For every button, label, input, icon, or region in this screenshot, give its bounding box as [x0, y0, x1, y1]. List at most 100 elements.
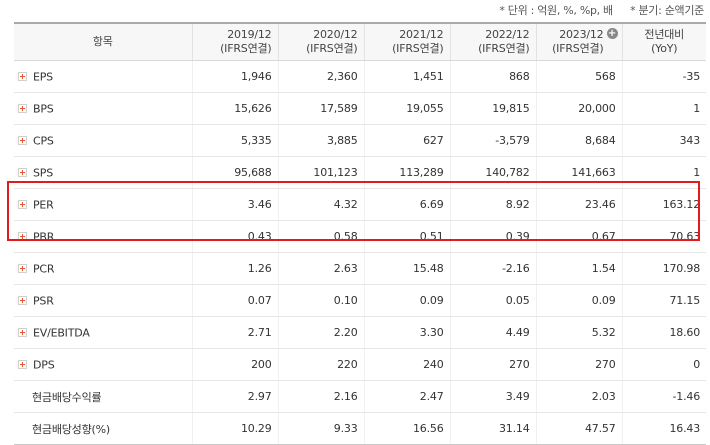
row-label-cell[interactable]: SPS	[14, 156, 192, 189]
yoy-label: 전년대비	[644, 28, 685, 41]
value-cell: 3.46	[191, 188, 278, 221]
table-row: DPS 200 220 240 270 270 0	[14, 348, 706, 381]
value-cell: 270	[449, 348, 536, 381]
table-row: EV/EBITDA 2.71 2.20 3.30 4.49 5.32 18.60	[14, 316, 706, 349]
yoy-cell: 71.15	[621, 284, 706, 317]
yoy-cell: 18.60	[621, 316, 706, 349]
year-column-header: 2020/12 (IFRS연결)	[277, 22, 364, 61]
value-cell: 568	[535, 60, 622, 93]
row-label: BPS	[33, 102, 54, 116]
expand-plus-icon[interactable]	[18, 232, 27, 242]
table-row: 현금배당성향(%) 10.29 9.33 16.56 31.14 47.57 16.43	[14, 412, 706, 445]
row-label: SPS	[33, 166, 53, 180]
table-row: PCR 1.26 2.63 15.48 -2.16 1.54 170.98	[14, 252, 706, 285]
row-label-cell[interactable]: PBR	[14, 220, 192, 253]
unit-note: * 단위 : 억원, %, %p, 배	[499, 4, 613, 17]
year-column-header: 2023/12 (IFRS연결) +	[535, 22, 622, 61]
row-label: PBR	[33, 230, 55, 244]
value-cell: 141,663	[535, 156, 622, 189]
value-cell: 2.20	[277, 316, 364, 349]
value-cell: 95,688	[191, 156, 278, 189]
value-cell: -3,579	[449, 124, 536, 157]
expand-plus-icon[interactable]	[18, 200, 27, 210]
yoy-column-header: 전년대비 (YoY)	[621, 22, 706, 61]
table-notes: * 단위 : 억원, %, %p, 배 * 분기: 순액기준	[485, 2, 704, 18]
row-label-cell[interactable]: DPS	[14, 348, 192, 381]
row-label-cell[interactable]: PSR	[14, 284, 192, 317]
yoy-cell: 163.12	[621, 188, 706, 221]
row-label-cell[interactable]: PCR	[14, 252, 192, 285]
value-cell: 0.67	[535, 220, 622, 253]
value-cell: 2.97	[191, 380, 278, 413]
table-row: PSR 0.07 0.10 0.09 0.05 0.09 71.15	[14, 284, 706, 317]
year-column-header: 2022/12 (IFRS연결)	[449, 22, 536, 61]
yoy-cell: -35	[621, 60, 706, 93]
value-cell: 8,684	[535, 124, 622, 157]
table-row: PER 3.46 4.32 6.69 8.92 23.46 163.12	[14, 188, 706, 221]
expand-plus-icon[interactable]	[18, 136, 27, 146]
yoy-cell: 16.43	[621, 412, 706, 445]
row-label-cell[interactable]: EV/EBITDA	[14, 316, 192, 349]
value-cell: 0.05	[449, 284, 536, 317]
expand-plus-icon[interactable]	[18, 72, 27, 82]
value-cell: 19,815	[449, 92, 536, 125]
value-cell: 1.26	[191, 252, 278, 285]
expand-plus-icon[interactable]	[18, 296, 27, 306]
row-label: 현금배당수익률	[32, 390, 102, 404]
value-cell: 19,055	[363, 92, 450, 125]
value-cell: 1,451	[363, 60, 450, 93]
value-cell: 9.33	[277, 412, 364, 445]
value-cell: 200	[191, 348, 278, 381]
plus-circle-icon[interactable]: +	[606, 28, 618, 39]
value-cell: 0.58	[277, 220, 364, 253]
row-label: EPS	[33, 70, 53, 84]
row-label: PER	[33, 198, 54, 212]
value-cell: 0.10	[277, 284, 364, 317]
value-cell: 0.39	[449, 220, 536, 253]
row-label-cell[interactable]: BPS	[14, 92, 192, 125]
value-cell: 270	[535, 348, 622, 381]
row-label-cell[interactable]: PER	[14, 188, 192, 221]
row-label: CPS	[33, 134, 54, 148]
table-row: BPS 15,626 17,589 19,055 19,815 20,000 1	[14, 92, 706, 125]
yoy-cell: 1	[621, 156, 706, 189]
expand-plus-icon[interactable]	[18, 168, 27, 178]
value-cell: 15.48	[363, 252, 450, 285]
value-cell: 2.03	[535, 380, 622, 413]
financial-ratio-table: 항목 2019/12 (IFRS연결) 2020/12 (IFRS연결) 202…	[14, 22, 706, 445]
year-label: 2020/12	[313, 28, 358, 41]
row-label-cell: 현금배당성향(%)	[14, 412, 192, 445]
basis-label: (IFRS연결)	[392, 42, 444, 55]
value-cell: 3,885	[277, 124, 364, 157]
table-row: PBR 0.43 0.58 0.51 0.39 0.67 70.63	[14, 220, 706, 253]
value-cell: 15,626	[191, 92, 278, 125]
expand-plus-icon[interactable]	[18, 264, 27, 274]
table-row: EPS 1,946 2,360 1,451 868 568 -35	[14, 60, 706, 93]
row-label: 현금배당성향(%)	[32, 422, 110, 436]
value-cell: 0.07	[191, 284, 278, 317]
row-label-cell[interactable]: CPS	[14, 124, 192, 157]
yoy-cell: 343	[621, 124, 706, 157]
value-cell: 1.54	[535, 252, 622, 285]
value-cell: 1,946	[191, 60, 278, 93]
value-cell: 4.32	[277, 188, 364, 221]
item-column-header: 항목	[14, 22, 192, 61]
yoy-cell: 1	[621, 92, 706, 125]
basis-label: (IFRS연결)	[478, 42, 530, 55]
value-cell: 6.69	[363, 188, 450, 221]
table-row: CPS 5,335 3,885 627 -3,579 8,684 343	[14, 124, 706, 157]
basis-label: (IFRS연결)	[220, 42, 272, 55]
value-cell: 240	[363, 348, 450, 381]
value-cell: 17,589	[277, 92, 364, 125]
value-cell: 140,782	[449, 156, 536, 189]
row-label-cell[interactable]: EPS	[14, 60, 192, 93]
value-cell: 868	[449, 60, 536, 93]
value-cell: 3.30	[363, 316, 450, 349]
value-cell: 2.47	[363, 380, 450, 413]
basis-label: (IFRS연결)	[306, 42, 358, 55]
expand-plus-icon[interactable]	[18, 328, 27, 338]
expand-plus-icon[interactable]	[18, 360, 27, 370]
expand-plus-icon[interactable]	[18, 104, 27, 114]
value-cell: 4.49	[449, 316, 536, 349]
year-label: 2019/12	[227, 28, 272, 41]
